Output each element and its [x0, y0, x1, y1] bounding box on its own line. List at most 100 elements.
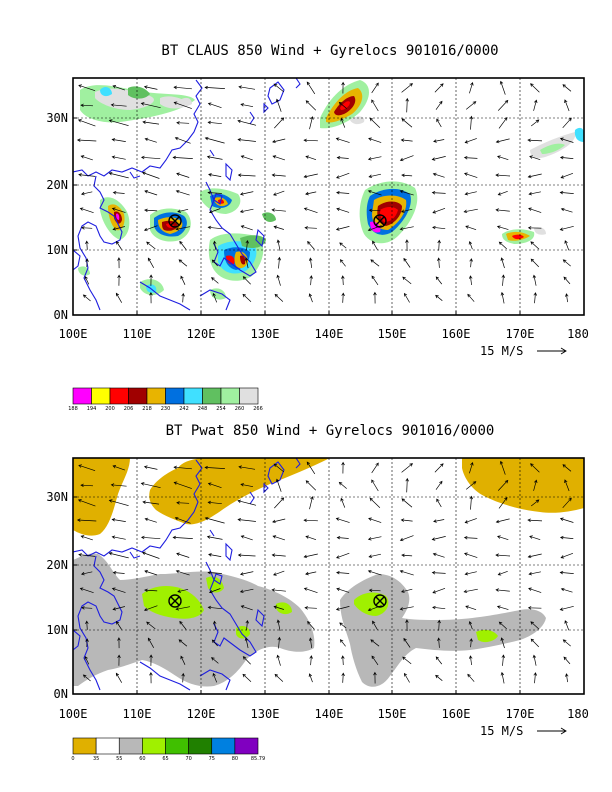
wind-vector: [340, 117, 346, 128]
wind-vector: [303, 207, 318, 214]
wind-vector: [559, 137, 574, 143]
wind-vector: [146, 621, 156, 630]
wind-vector: [144, 570, 158, 576]
wind-vector: [341, 461, 345, 474]
wind-vector: [207, 500, 222, 505]
axis-ticks: [73, 117, 521, 315]
wind-vector: [401, 553, 413, 557]
wind-vector: [371, 479, 379, 492]
wind-vector: [240, 535, 253, 541]
wind-vector: [305, 191, 317, 196]
wind-vector: [144, 190, 158, 196]
wind-vector: [465, 101, 477, 110]
wind-vector: [144, 208, 158, 212]
colorbar-label: 254: [216, 406, 226, 412]
wind-vector: [211, 639, 218, 647]
wind-vector: [368, 553, 381, 559]
wind-vector: [528, 207, 542, 213]
x-tick-label: 110E: [123, 707, 152, 721]
wind-vector: [242, 656, 251, 665]
wind-vector: [208, 208, 221, 214]
wind-vector: [275, 478, 282, 492]
x-tick-label: 140E: [315, 327, 344, 341]
wind-vector: [142, 120, 160, 125]
wind-vector: [399, 155, 414, 162]
wind-vector: [212, 620, 217, 630]
colorbar-swatch: [95, 737, 120, 755]
wind-vector: [175, 606, 190, 611]
wind-vector: [463, 552, 478, 558]
wind-vector: [335, 517, 350, 523]
wind-vector: [143, 225, 158, 232]
wind-vector: [336, 535, 349, 540]
wind-vector: [80, 155, 93, 161]
wind-vector: [305, 571, 317, 576]
wind-vector: [175, 189, 190, 196]
wind-vector: [177, 588, 189, 593]
wind-vector: [309, 496, 314, 510]
wind-vector: [240, 483, 254, 488]
wind-vector: [495, 173, 511, 177]
wind-vector: [497, 535, 509, 541]
wind-vector: [79, 207, 94, 214]
wind-vector: [368, 517, 382, 523]
wind-vector: [77, 119, 96, 127]
wind-vector: [115, 292, 123, 303]
wind-vector: [174, 136, 191, 144]
wind-vector: [84, 275, 90, 285]
wind-vector: [340, 497, 346, 508]
storm-marker: [168, 594, 182, 608]
wind-vector: [527, 518, 543, 522]
wind-vector: [530, 463, 540, 473]
wind-vector: [436, 498, 442, 508]
wind-vector: [207, 225, 222, 230]
wind-vector: [179, 620, 187, 630]
wind-vector: [204, 516, 225, 524]
wind-vector: [560, 587, 573, 593]
wind-vector: [499, 460, 506, 475]
wind-vector: [469, 258, 473, 268]
wind-vector: [244, 257, 249, 269]
wind-vector: [433, 519, 445, 523]
colorbar: 188 194 200 206 218 230 242 248 254 260 266: [68, 387, 263, 412]
wind-vector: [431, 190, 446, 195]
wind-vector: [85, 638, 89, 648]
wind-vector: [175, 569, 190, 576]
wind-vector: [274, 117, 285, 129]
wind-vector: [308, 293, 313, 303]
wind-vector: [435, 276, 443, 285]
y-tick-label: 0N: [54, 308, 68, 322]
wind-vector: [212, 292, 218, 303]
y-tick-labels: 0N 10N 20N 30N: [46, 111, 68, 322]
wind-vector: [562, 497, 572, 509]
x-tick-label: 180: [567, 707, 589, 721]
wind-vector: [530, 499, 540, 507]
x-tick-label: 130E: [251, 327, 280, 341]
colorbar-swatch: [234, 737, 259, 755]
wind-vector: [303, 518, 318, 523]
wind-vector: [336, 172, 350, 179]
wind-vector: [463, 172, 478, 178]
colorbar-swatch: [91, 387, 111, 405]
wind-vector: [367, 189, 382, 196]
wind-vector: [432, 172, 445, 178]
colorbar-label: 70: [185, 756, 191, 762]
wind-vector: [336, 155, 349, 160]
wind-vector: [463, 535, 478, 540]
wind-vector: [435, 294, 443, 301]
wind-vector: [212, 240, 217, 250]
wind-vector: [437, 619, 441, 631]
wind-vector: [402, 276, 412, 285]
wind-vector: [339, 242, 347, 249]
wind-vectors: [76, 460, 574, 684]
wind-vector: [242, 673, 252, 682]
wind-vector: [368, 208, 381, 213]
axis-ticks: [73, 496, 521, 694]
wind-vector: [239, 571, 254, 576]
wind-vector: [207, 570, 222, 575]
x-tick-label: 140E: [315, 707, 344, 721]
wind-vector: [401, 463, 413, 473]
wind-vector: [144, 588, 158, 592]
wind-vector: [239, 191, 254, 196]
wind-vector: [399, 226, 414, 231]
